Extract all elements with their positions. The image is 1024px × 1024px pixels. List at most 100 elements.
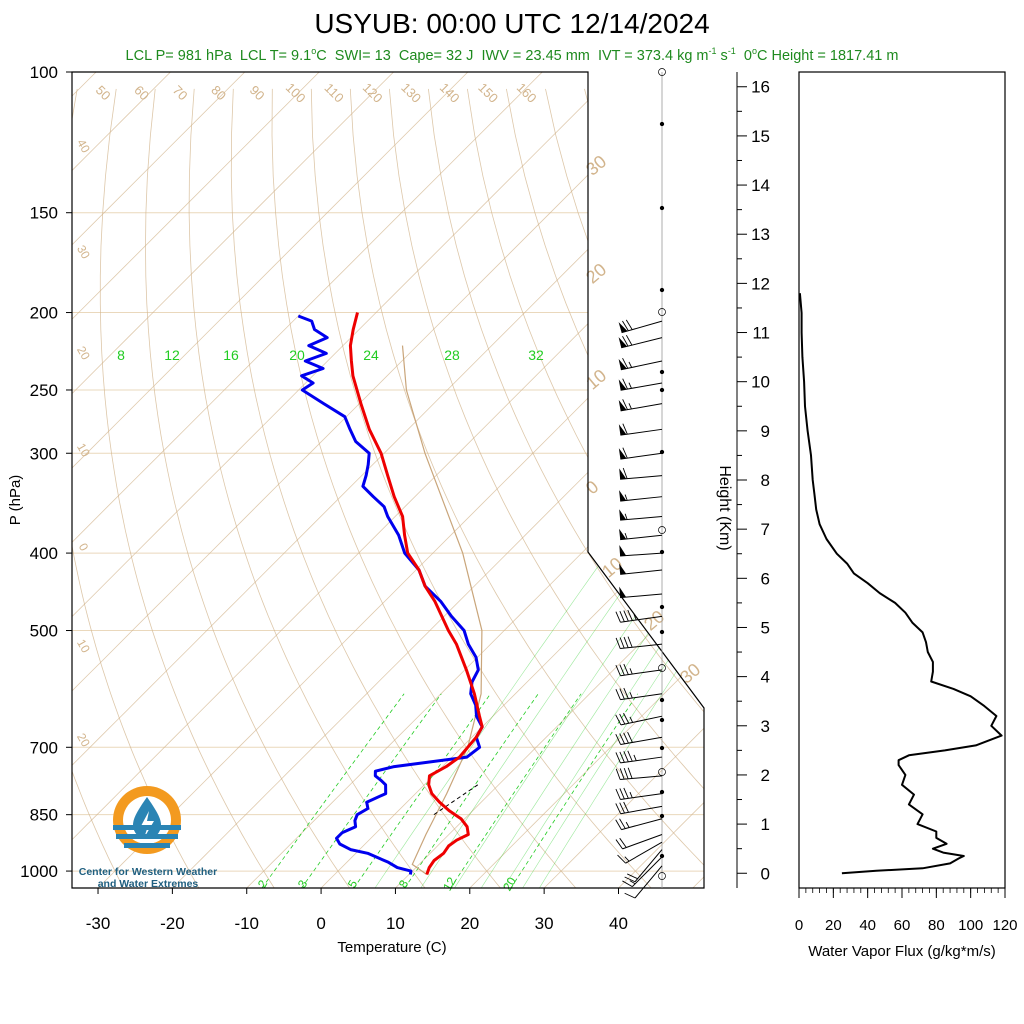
wind-barb-half	[624, 532, 628, 540]
adiabat-label-right: 10	[598, 553, 626, 581]
wind-barb-staff	[620, 615, 663, 623]
logo-caption-line-1: Center for Western Weather	[78, 866, 218, 878]
wind-barb-flag	[619, 586, 627, 598]
pressure-tick-label: 500	[30, 622, 58, 641]
adiabat-label-left: 40	[74, 137, 93, 156]
isotherm-label: 60	[131, 82, 152, 103]
height-marker-dot	[659, 369, 665, 375]
logo-wave-2	[116, 834, 178, 839]
wind-barb-staff	[620, 756, 663, 764]
logo-caption-line-2: and Water Extremes	[97, 878, 199, 890]
temperature-tick-label: 0	[316, 914, 325, 933]
wind-barb-flag	[619, 490, 627, 502]
flux-frame	[798, 71, 1006, 889]
adiabat-label-left: 0	[76, 541, 92, 554]
wind-barb-flag	[618, 400, 627, 411]
height-tick-label: 10	[751, 373, 770, 392]
pressure-tick-label: 850	[30, 806, 58, 825]
wind-barb-half	[629, 668, 633, 675]
wind-barb-full	[623, 732, 629, 744]
height-marker-dot	[659, 697, 665, 703]
isotherm-line	[72, 72, 692, 888]
isotherm-line	[72, 72, 617, 888]
dry-adiabat-line	[623, 88, 704, 888]
saturated-adiabat-line	[480, 360, 704, 888]
flux-axis-label: Water Vapor Flux (g/kg*m/s)	[808, 943, 996, 960]
flux-tick-label: 20	[825, 917, 842, 934]
height-tick-label: 5	[761, 618, 770, 637]
height-tick-label: 13	[751, 225, 770, 244]
wind-barb-full	[622, 320, 629, 331]
swi-value: SWI= 13	[334, 47, 391, 64]
dry-adiabat-line	[188, 88, 426, 888]
adiabat-label-right: 10	[582, 365, 610, 393]
isotherm-line	[395, 72, 704, 888]
height-marker-dot	[658, 68, 666, 76]
adiabat-label-left: 10	[74, 441, 93, 460]
mixing-ratio-label: 24	[363, 347, 379, 363]
wind-barb-full	[615, 688, 621, 700]
logo-wave-3	[124, 843, 170, 848]
height-marker-dot	[659, 745, 665, 751]
wind-barb-full	[615, 839, 623, 850]
wind-barb-full	[615, 611, 621, 623]
isotherm-label: 110	[322, 80, 347, 105]
wind-barb-full	[622, 357, 629, 369]
wind-barb-full	[625, 319, 633, 330]
wind-barb-full	[622, 880, 633, 887]
wind-barb-full	[622, 378, 628, 390]
height-marker-dot	[659, 287, 665, 293]
wind-barb-staff	[620, 793, 663, 800]
wind-barb-staff	[631, 856, 663, 887]
mixing-ratio-label: 28	[444, 347, 460, 363]
wind-barb-half	[628, 382, 632, 389]
mixing-ratio-line	[301, 693, 442, 888]
flux-tick-label: 80	[928, 917, 945, 934]
temperature-tick-label: -10	[234, 914, 259, 933]
dry-adiabat-line	[584, 88, 704, 888]
isotherm-line	[172, 72, 704, 888]
height-tick-label: 9	[761, 422, 770, 441]
wind-barb-half	[628, 361, 633, 368]
isotherm-line	[72, 72, 543, 888]
wind-barb-full	[615, 752, 621, 764]
height-marker-dot	[658, 872, 666, 880]
mixing-ratio-line	[404, 693, 539, 888]
wind-barb-flag	[619, 545, 627, 557]
height-tick-label: 7	[761, 520, 770, 539]
isotherm-line	[97, 72, 704, 888]
wind-barb-half	[628, 403, 632, 410]
wind-barb-full	[622, 399, 628, 410]
wind-barb-flag	[618, 448, 627, 460]
mixing-ratio-label: 20	[500, 874, 519, 893]
adiabat-label-right: 30	[582, 151, 610, 179]
height-tick-label: 15	[751, 127, 770, 146]
lcl-dashed-line	[433, 784, 479, 816]
wind-barb-half	[629, 692, 633, 699]
wind-barb-staff	[620, 693, 663, 701]
wind-barb-full	[622, 423, 628, 435]
wind-barb-full	[615, 734, 622, 745]
dewpoint-profile-line	[297, 314, 484, 875]
iwv-value: IWV = 23.45 mm	[481, 47, 590, 64]
temperature-tick-label: 30	[535, 914, 554, 933]
saturated-adiabat-line	[503, 360, 704, 888]
height-tick-label: 16	[751, 78, 770, 97]
pressure-tick-label: 400	[30, 544, 58, 563]
pressure-tick-label: 100	[30, 63, 58, 82]
wind-barb-full	[624, 876, 636, 883]
isotherm-line	[618, 72, 704, 888]
skew-t-plot-area	[72, 72, 1024, 888]
wind-barb-full	[619, 610, 625, 622]
dry-adiabat-line	[271, 88, 577, 888]
height-marker-dot	[659, 604, 665, 610]
pressure-tick-label: 200	[30, 304, 58, 323]
wind-barb-half	[633, 754, 637, 761]
pressure-tick-label: 250	[30, 381, 58, 400]
dry-adiabat-line	[741, 89, 1024, 888]
chart-subtitle: LCL P= 981 hPa LCL T= 9.1oC SWI= 13 Cape…	[125, 46, 899, 64]
lcl-temperature: LCL T= 9.1	[239, 47, 312, 64]
cw3e-logo	[113, 786, 181, 854]
wind-barb-full	[619, 802, 625, 814]
